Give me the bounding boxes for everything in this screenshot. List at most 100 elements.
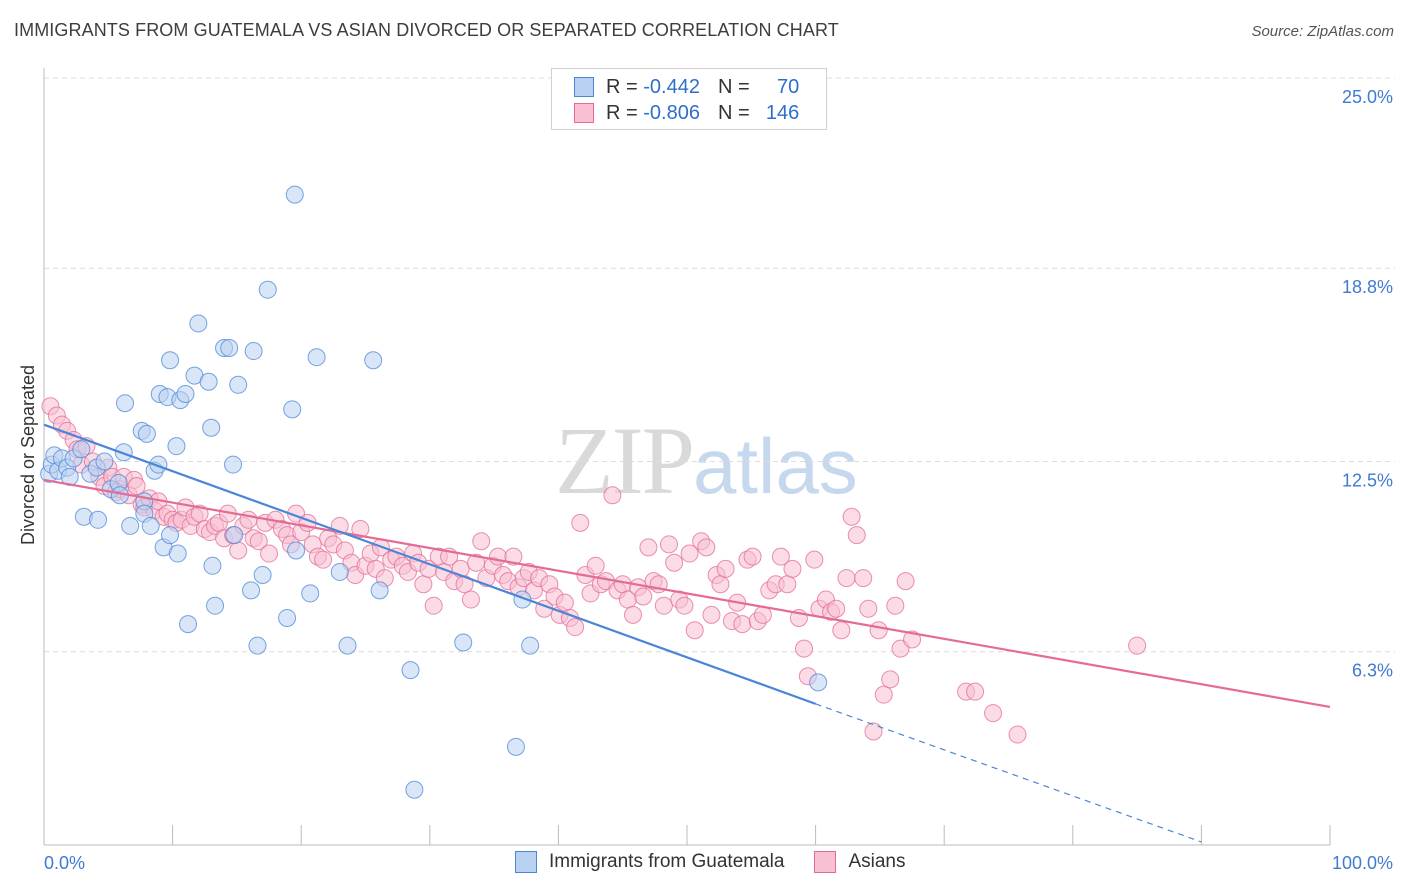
asians-point <box>351 519 370 538</box>
asians-point <box>778 575 797 594</box>
guatemala-point <box>114 443 133 462</box>
guatemala-point <box>203 556 222 575</box>
series-legend: Immigrants from Guatemala Asians <box>515 851 936 873</box>
guatemala-point <box>258 280 277 299</box>
guatemala-point <box>220 338 239 357</box>
asians-point <box>827 599 846 618</box>
guatemala-point <box>206 596 225 615</box>
correlation-legend: R = -0.442 N = 70 R = -0.806 N = 146 <box>551 68 827 130</box>
guatemala-point <box>149 455 168 474</box>
asians-trend-line <box>43 478 1331 709</box>
asians-point <box>488 547 507 566</box>
watermark-atlas: atlas <box>693 422 858 510</box>
asians-point <box>847 526 866 545</box>
asians-point <box>680 544 699 563</box>
legend-n-label: N = <box>717 101 750 124</box>
asians-point <box>903 630 922 649</box>
y-tick-label: 12.5% <box>1342 471 1393 491</box>
guatemala-point <box>137 424 156 443</box>
guatemala-trend-extension <box>815 703 1202 843</box>
asians-point <box>881 670 900 689</box>
legend-n-label: N = <box>717 75 750 98</box>
guatemala-point <box>141 516 160 535</box>
legend-r-label: R = <box>606 75 638 98</box>
guatemala-point <box>225 526 244 545</box>
asians-point <box>603 486 622 505</box>
asians-point <box>896 572 915 591</box>
asians-point <box>716 559 735 578</box>
guatemala-point <box>278 608 297 627</box>
legend-n-value: 146 <box>765 101 800 124</box>
legend-r-value: -0.806 <box>643 101 700 124</box>
guatemala-point <box>199 372 218 391</box>
asians-point <box>795 639 814 658</box>
guatemala-point <box>167 437 186 456</box>
asians-point <box>229 541 248 560</box>
guatemala-point <box>224 455 243 474</box>
asians-point <box>634 587 653 606</box>
legend-swatch-guatemala <box>515 851 537 873</box>
guatemala-point <box>454 633 473 652</box>
legend-r-value: -0.442 <box>643 75 700 98</box>
guatemala-point <box>242 581 261 600</box>
asians-point <box>874 685 893 704</box>
guatemala-point <box>95 452 114 471</box>
guatemala-point <box>301 584 320 603</box>
asians-point <box>711 575 730 594</box>
source-label: Source: ZipAtlas.com <box>1251 23 1394 40</box>
guatemala-point <box>229 375 248 394</box>
legend-swatch-guatemala <box>574 77 594 97</box>
guatemala-point <box>116 394 135 413</box>
guatemala-point <box>364 351 383 370</box>
asians-point <box>869 621 888 640</box>
asians-point <box>461 590 480 609</box>
asians-point <box>472 532 491 551</box>
legend-row-guatemala: R = -0.442 N = 70 <box>574 75 799 99</box>
guatemala-point <box>176 385 195 404</box>
guatemala-point <box>89 510 108 529</box>
x-tick-label: 0.0% <box>44 853 85 873</box>
asians-point <box>639 538 658 557</box>
guatemala-point <box>72 440 91 459</box>
asians-point <box>623 605 642 624</box>
guatemala-point <box>168 544 187 563</box>
asians-point <box>842 507 861 526</box>
asians-point <box>733 615 752 634</box>
asians-point <box>859 599 878 618</box>
guatemala-point <box>253 566 272 585</box>
guatemala-point <box>401 661 420 680</box>
guatemala-point <box>248 636 267 655</box>
guatemala-point <box>161 351 180 370</box>
guatemala-point <box>202 418 221 437</box>
guatemala-point <box>161 526 180 545</box>
legend-item-guatemala: Immigrants from Guatemala <box>515 851 784 873</box>
asians-point <box>771 547 790 566</box>
y-tick-label: 6.3% <box>1352 661 1393 681</box>
y-tick-label: 25.0% <box>1342 87 1393 107</box>
guatemala-point <box>330 562 349 581</box>
asians-point <box>854 569 873 588</box>
asians-point <box>659 535 678 554</box>
asians-point <box>984 704 1003 723</box>
asians-point <box>260 544 279 563</box>
asians-point <box>675 596 694 615</box>
legend-label-asians: Asians <box>848 851 906 872</box>
y-tick-label: 18.8% <box>1342 277 1393 297</box>
watermark: ZIPatlas <box>555 405 858 516</box>
asians-point <box>702 605 721 624</box>
asians-point <box>424 596 443 615</box>
asians-point <box>685 621 704 640</box>
legend-swatch-asians <box>814 851 837 873</box>
guatemala-point <box>244 342 263 361</box>
legend-item-asians: Asians <box>814 851 906 873</box>
asians-point <box>127 477 146 496</box>
asians-point <box>805 550 824 569</box>
asians-point <box>864 722 883 741</box>
asians-point <box>697 538 716 557</box>
y-axis-label: Divorced or Separated <box>18 365 38 545</box>
guatemala-point <box>283 400 302 419</box>
legend-r-label: R = <box>606 101 638 124</box>
guatemala-point <box>809 673 828 692</box>
chart-title: IMMIGRANTS FROM GUATEMALA VS ASIAN DIVOR… <box>14 20 839 40</box>
guatemala-point <box>189 314 208 333</box>
